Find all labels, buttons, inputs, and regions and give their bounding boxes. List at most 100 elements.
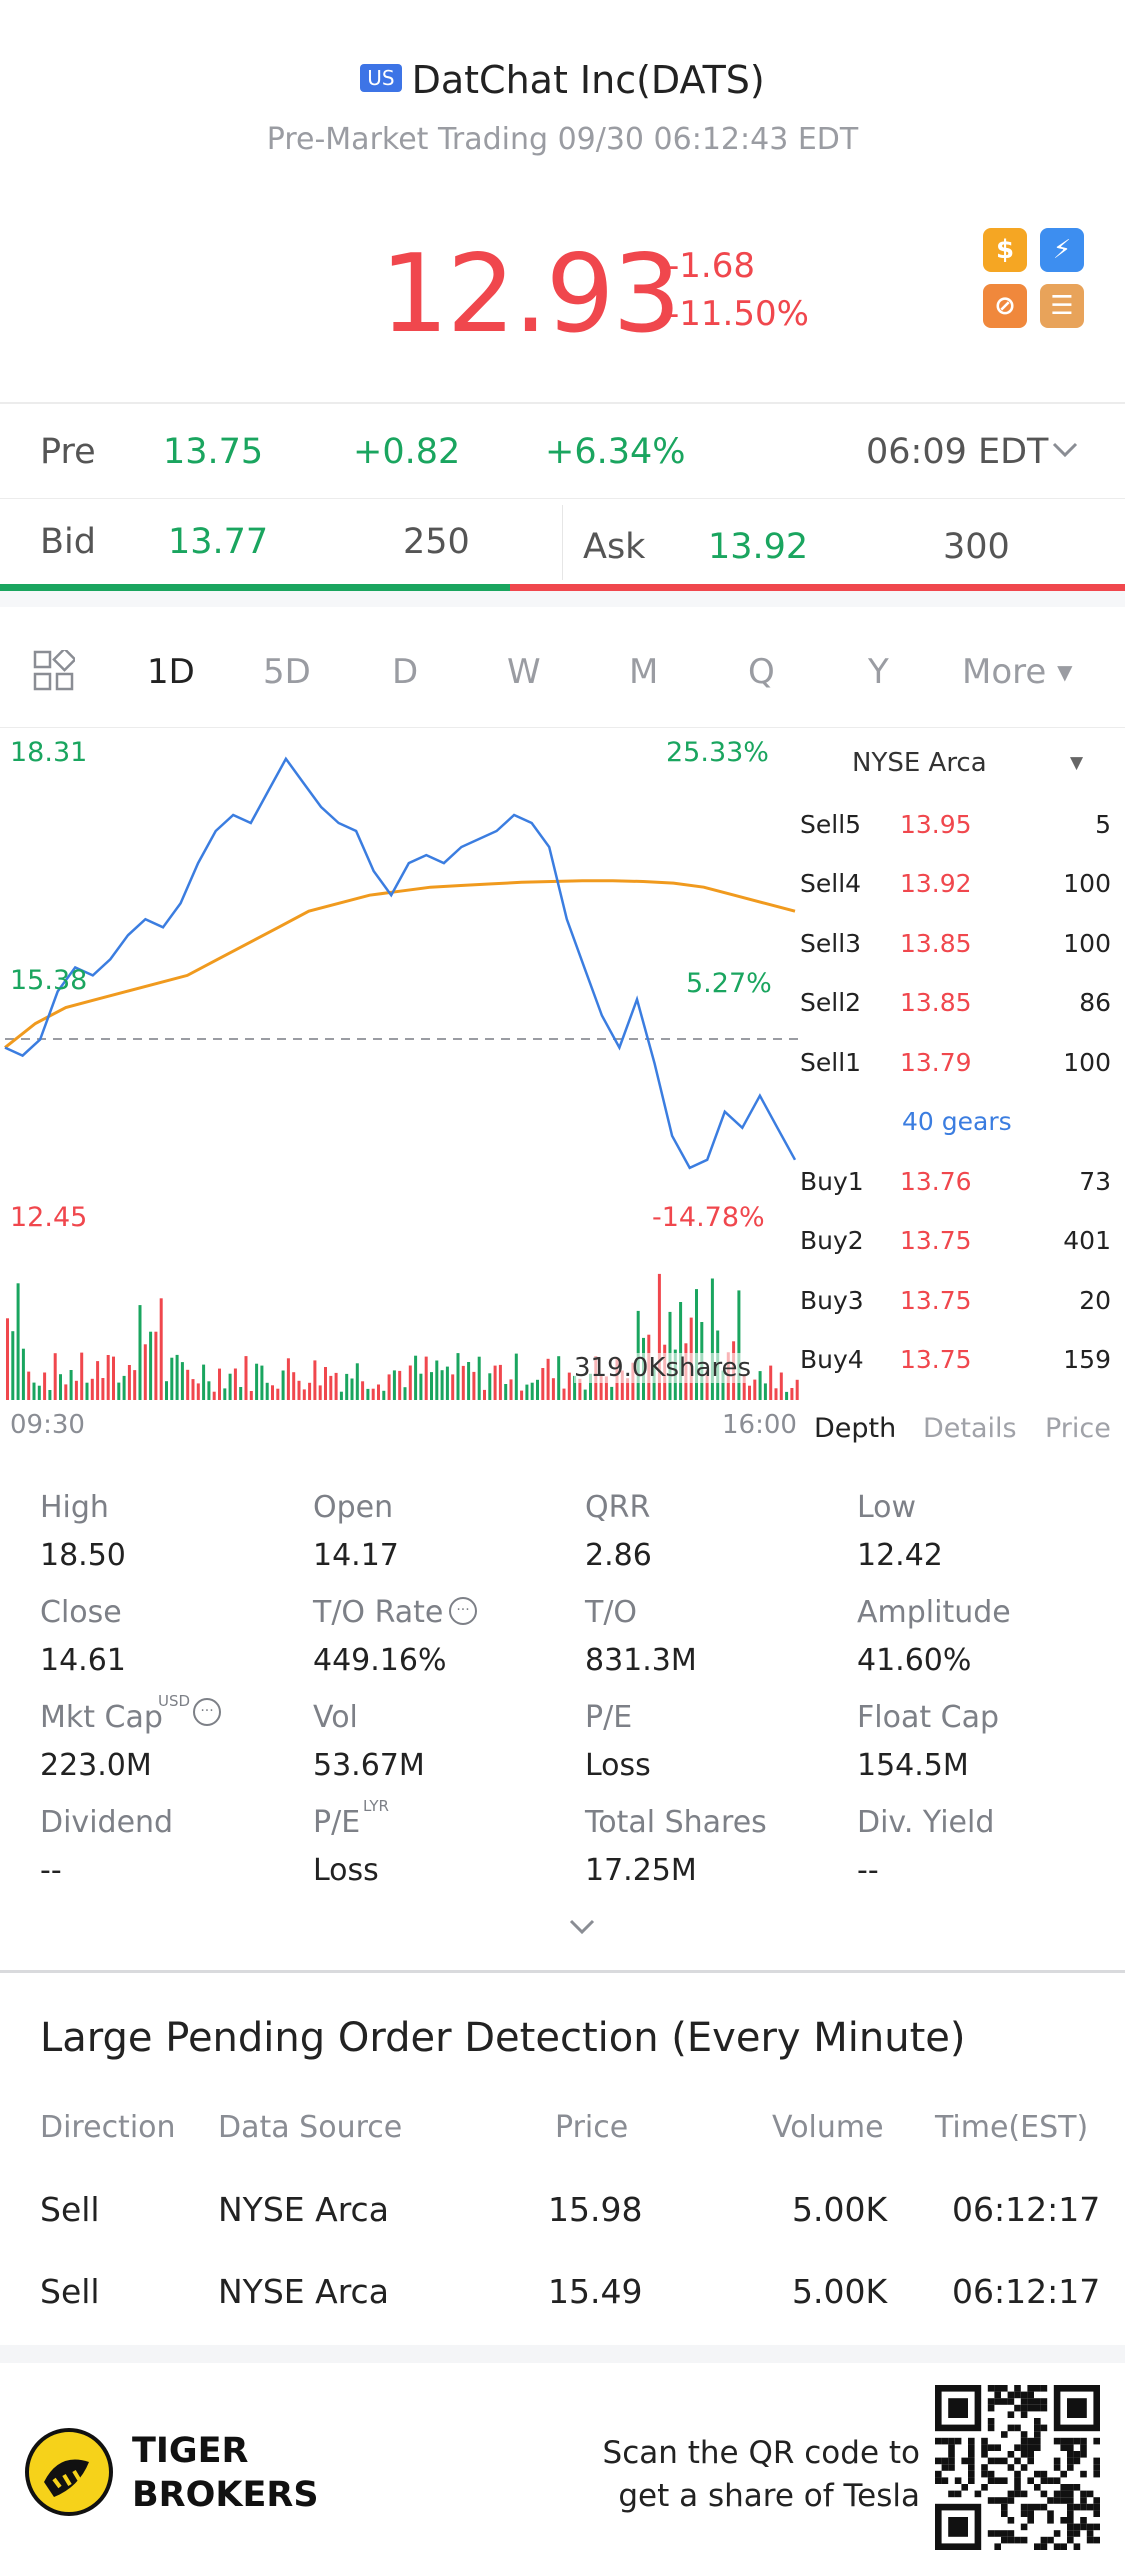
stat-superscript: USD <box>158 1692 191 1710</box>
tab-depth[interactable]: Depth <box>814 1413 897 1444</box>
volume-bar <box>90 1378 94 1400</box>
share-footer: TIGER BROKERS Scan the QR code to get a … <box>0 2345 1125 2564</box>
volume-bar <box>170 1357 174 1400</box>
volume-bar <box>620 1370 624 1400</box>
chevron-down-icon[interactable] <box>1050 440 1080 460</box>
stat-value: -- <box>40 1853 62 1888</box>
volume-bar <box>308 1382 312 1400</box>
chart-end-time: 16:00 <box>722 1410 797 1440</box>
tab-d[interactable]: D <box>392 652 419 692</box>
volume-bar <box>530 1382 534 1400</box>
volume-bar <box>6 1318 9 1400</box>
divider <box>0 402 1125 404</box>
column-header-source: Data Source <box>218 2110 403 2145</box>
volume-bar <box>286 1358 290 1400</box>
volume-bar <box>345 1373 349 1400</box>
qr-code-icon[interactable] <box>935 2385 1100 2550</box>
volume-bar <box>202 1364 206 1400</box>
ask-level-volume: 100 <box>1063 929 1111 958</box>
stat-value: 449.16% <box>313 1643 447 1678</box>
stat-value: 17.25M <box>585 1853 697 1888</box>
info-icon[interactable]: ··· <box>193 1698 221 1726</box>
caret-down-icon[interactable]: ▼ <box>1070 753 1084 773</box>
volume-bar <box>557 1356 561 1400</box>
volume-bar <box>769 1365 773 1400</box>
volume-bar <box>85 1382 89 1400</box>
volume-bar <box>133 1370 137 1400</box>
stock-title: DatChat Inc(DATS) <box>411 58 765 102</box>
exchange-selector[interactable]: NYSE Arca <box>852 748 987 778</box>
volume-bar <box>249 1391 253 1400</box>
stat-value: 831.3M <box>585 1643 697 1678</box>
volume-bar <box>260 1365 264 1400</box>
volume-bar <box>334 1372 338 1400</box>
ask-level-label: Sell1 <box>800 1048 862 1077</box>
volume-bar <box>59 1374 62 1400</box>
volume-bar <box>493 1365 497 1400</box>
ask-level-label: Sell5 <box>800 810 862 839</box>
tab-1d[interactable]: 1D <box>147 652 195 692</box>
volume-bar <box>48 1390 52 1400</box>
tab-m[interactable]: M <box>629 652 659 692</box>
volume-bar <box>779 1372 783 1400</box>
caret-down-icon: ▼ <box>1057 660 1073 684</box>
stat-label: T/O Rate <box>313 1595 444 1630</box>
brand-line2: BROKERS <box>132 2475 319 2515</box>
ask-price: 13.92 <box>708 527 809 567</box>
volume-bar <box>329 1375 333 1400</box>
ask-level-label: Sell3 <box>800 929 862 958</box>
tab-details[interactable]: Details <box>923 1413 1017 1444</box>
volume-bar <box>546 1358 550 1400</box>
tab-y[interactable]: Y <box>868 652 889 692</box>
stat-label: Total Shares <box>585 1805 767 1840</box>
volume-bar <box>541 1368 545 1400</box>
bid-level-price: 13.75 <box>900 1286 972 1315</box>
volume-bar <box>790 1388 794 1400</box>
volume-bar <box>191 1379 195 1400</box>
volume-bar <box>498 1364 502 1400</box>
order-source: NYSE Arca <box>218 2272 389 2311</box>
tab-5d[interactable]: 5D <box>263 652 311 692</box>
tab-more-label: More <box>962 652 1047 692</box>
intraday-chart[interactable] <box>0 730 800 1430</box>
volume-bar <box>795 1379 799 1400</box>
no-short-icon[interactable]: ⊘ <box>983 284 1027 328</box>
volume-bar <box>127 1365 131 1400</box>
bid-price: 13.77 <box>168 522 269 562</box>
bid-level-volume: 20 <box>1079 1286 1111 1315</box>
chart-high-percent: 25.33% <box>666 737 769 768</box>
tiger-logo-icon <box>25 2428 113 2516</box>
pre-time: 06:09 EDT <box>866 432 1049 472</box>
tab-more[interactable]: More ▼ <box>962 652 1073 692</box>
stat-label: High <box>40 1490 109 1525</box>
tab-q[interactable]: Q <box>748 652 775 692</box>
gears-link[interactable]: 40 gears <box>902 1107 1012 1136</box>
info-icon[interactable]: ··· <box>449 1597 477 1625</box>
dollar-icon[interactable]: $ <box>983 228 1027 272</box>
chart-start-time: 09:30 <box>10 1410 85 1440</box>
stat-value: Loss <box>585 1748 651 1783</box>
ask-level-price: 13.85 <box>900 929 972 958</box>
stat-label: Mkt Cap <box>40 1700 163 1735</box>
volume-bar <box>456 1353 460 1400</box>
volume-bar <box>408 1365 412 1400</box>
tab-w[interactable]: W <box>507 652 541 692</box>
volume-bar <box>154 1331 158 1400</box>
tab-price[interactable]: Price <box>1045 1413 1111 1444</box>
lightning-icon[interactable]: ⚡ <box>1040 228 1084 272</box>
volume-bar <box>419 1373 423 1400</box>
expand-chevron-icon[interactable] <box>567 1918 597 1936</box>
stat-label: Div. Yield <box>857 1805 995 1840</box>
layers-icon[interactable]: ☰ <box>1040 284 1084 328</box>
volume-bar <box>435 1360 439 1400</box>
volume-bar <box>244 1356 248 1400</box>
last-price: 12.93 <box>380 232 681 357</box>
section-divider <box>0 1970 1125 1973</box>
volume-bar <box>149 1331 153 1400</box>
grid-icon[interactable] <box>33 650 75 692</box>
stat-label: Close <box>40 1595 122 1630</box>
pre-label: Pre <box>40 432 96 472</box>
volume-bar <box>112 1356 115 1400</box>
volume-bar <box>271 1385 274 1400</box>
stat-label: T/O <box>585 1595 638 1630</box>
